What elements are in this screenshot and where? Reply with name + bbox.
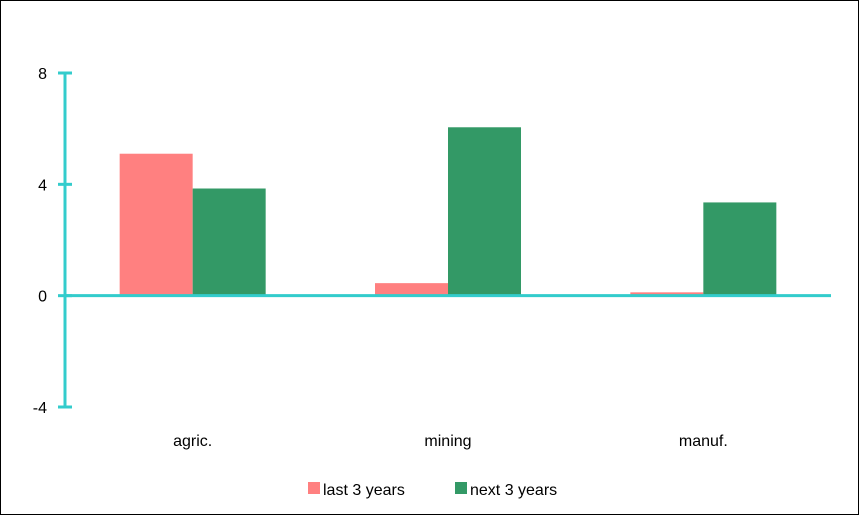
x-tick-label: mining xyxy=(424,433,471,450)
bar-next-3-years-mining xyxy=(448,127,521,296)
x-tick-labels: agric. mining manuf. xyxy=(173,433,728,450)
x-tick-label: manuf. xyxy=(679,433,728,450)
legend-label-last-3-years: last 3 years xyxy=(323,482,405,499)
y-tick-label: 0 xyxy=(38,289,47,306)
bar-last-3-years-manuf xyxy=(630,292,704,296)
bars xyxy=(119,127,777,296)
bar-last-3-years-mining xyxy=(375,283,448,296)
x-tick-label: agric. xyxy=(173,433,212,450)
y-tick-label: 8 xyxy=(38,66,47,83)
bar-last-3-years-agric xyxy=(119,153,193,296)
legend: last 3 years next 3 years xyxy=(308,482,557,499)
bar-next-3-years-manuf xyxy=(703,202,777,296)
y-axis: -4 0 4 8 xyxy=(33,66,72,417)
y-tick-label: -4 xyxy=(33,400,47,417)
legend-swatch-next-3-years xyxy=(455,482,467,494)
bar-next-3-years-agric xyxy=(192,188,266,296)
y-tick-label: 4 xyxy=(38,177,47,194)
legend-swatch-last-3-years xyxy=(308,482,320,494)
legend-label-next-3-years: next 3 years xyxy=(470,482,557,499)
